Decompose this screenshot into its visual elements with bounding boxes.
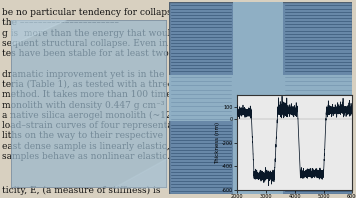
Text: be no particular tendency for collapse: be no particular tendency for collapse	[2, 8, 177, 17]
Text: method. It takes more than 100 times: method. It takes more than 100 times	[2, 90, 176, 99]
Text: a native silica aerogel monolith (~120: a native silica aerogel monolith (~120	[2, 111, 177, 120]
Text: liths on the way to their respective: liths on the way to their respective	[2, 131, 163, 140]
Text: samples behave as nonlinear elastic.: samples behave as nonlinear elastic.	[2, 152, 170, 161]
Text: load–strain curves of four representa-: load–strain curves of four representa-	[2, 121, 176, 130]
Text: dramatic improvement yet is in the: dramatic improvement yet is in the	[2, 70, 164, 79]
Text: the ––––––––––––––––––––––: the ––––––––––––––––––––––	[2, 18, 119, 27]
Text: east dense sample is linearly elastic,: east dense sample is linearly elastic,	[2, 142, 169, 151]
Y-axis label: Thickness (nm): Thickness (nm)	[215, 122, 220, 164]
Text: teria (Table 1), as tested with a three-: teria (Table 1), as tested with a three-	[2, 80, 176, 89]
FancyBboxPatch shape	[11, 20, 167, 188]
Text: tes have been stable for at least two: tes have been stable for at least two	[2, 49, 168, 58]
Text: ticity, E, (a measure of stiffness) is: ticity, E, (a measure of stiffness) is	[2, 186, 160, 195]
Text: sequent structural collapse. Even in: sequent structural collapse. Even in	[2, 39, 168, 48]
Text: monolith with density 0.447 g cm⁻³: monolith with density 0.447 g cm⁻³	[2, 101, 164, 109]
Text: g is  more than the energy that would: g is more than the energy that would	[2, 29, 176, 37]
Bar	[169, 75, 352, 121]
Bar	[233, 2, 283, 194]
